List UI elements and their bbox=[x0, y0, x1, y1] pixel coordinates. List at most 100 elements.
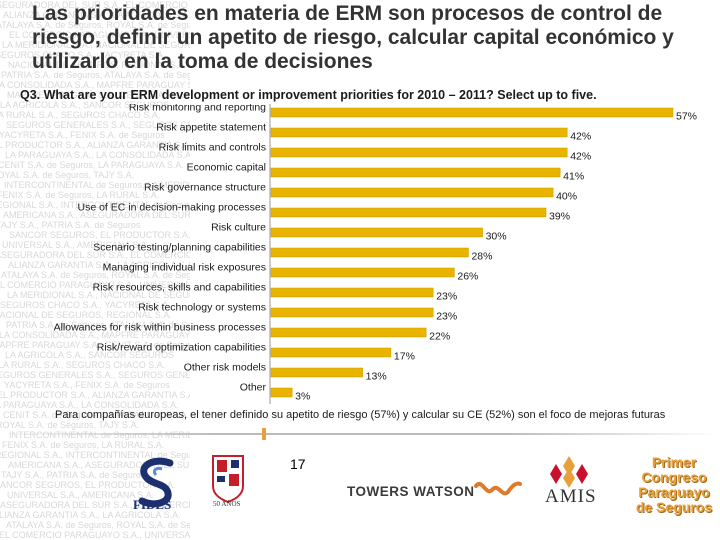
category-label: Economic capital bbox=[187, 162, 266, 174]
background-company-line: LA MERIDIONAL S.A., NACIONAL DE SEGUROS bbox=[7, 290, 190, 300]
background-company-line: ROYAL S.A. de Seguros, TAJY S.A. bbox=[0, 420, 140, 430]
bar bbox=[270, 207, 547, 218]
background-company-line: TAJY S.A., PATRIA S.A. de Seguros bbox=[1, 470, 146, 480]
background-company-line: EL COMERCIO PARAGUAYO S.A., UNIVERSAL S.… bbox=[9, 30, 190, 40]
page-number: 17 bbox=[290, 456, 306, 472]
category-label: Risk limits and controls bbox=[159, 142, 266, 154]
background-company-line: UNIVERSAL S.A., AMERICANA S.A. bbox=[2, 240, 150, 250]
category-label: Risk technology or systems bbox=[138, 302, 266, 314]
value-label: 26% bbox=[457, 271, 478, 283]
background-company-line: FENIX S.A. de Seguros, LA RURAL S.A. bbox=[0, 190, 160, 200]
priorities-bar-chart: Risk monitoring and reporting 57% Risk app… bbox=[54, 104, 697, 404]
bar bbox=[270, 387, 293, 398]
background-company-line: EL PRODUCTOR S.A., ALIANZA GARANTIA S.A. bbox=[0, 140, 190, 150]
background-company-line: LA RURAL S.A., SEGUROS CHACO S.A. bbox=[0, 110, 161, 120]
background-company-line: ATALAYA S.A. de Seguros, ROYAL S.A. de S… bbox=[1, 270, 190, 280]
value-label: 42% bbox=[570, 131, 591, 143]
amis-logo-text: AMIS bbox=[545, 486, 597, 507]
category-label: Scenario testing/planning capabilities bbox=[93, 242, 266, 254]
background-company-line: REGIONAL S.A., INTERCONTINENTAL de Segur… bbox=[0, 200, 190, 210]
background-company-line: ATALAYA S.A. de Seguros, ROYAL S.A. de S… bbox=[6, 520, 190, 530]
background-company-line: LA AGRICOLA S.A., SANCOR SEGUROS bbox=[0, 100, 170, 110]
congreso-line-4: de Seguros bbox=[635, 499, 713, 515]
background-company-line: ALIANZA GARANTIA S.A., LA AGRICOLA S.A. bbox=[8, 260, 190, 270]
background-company-line: REGIONAL S.A., INTERCONTINENTAL de Segur… bbox=[0, 450, 190, 460]
background-company-line: LA AGRICOLA S.A., SANCOR SEGUROS bbox=[5, 350, 175, 360]
background-company-line: SANCOR SEGUROS, EL PRODUCTOR S.A. bbox=[0, 480, 176, 490]
background-company-line: INTERCONTINENTAL de Seguros, LA MERIDION… bbox=[9, 430, 190, 440]
background-company-line: MAPFRE PARAGUAY S.A., CENIT S.A. de Segu… bbox=[7, 90, 190, 100]
category-label: Risk governance structure bbox=[144, 182, 266, 194]
congreso-line-2: Congreso bbox=[641, 469, 707, 485]
background-company-line: PATRIA S.A. de Seguros, ATALAYA S.A. de … bbox=[1, 70, 190, 80]
anniversary-logo-text: 50 AÑOS bbox=[213, 500, 241, 508]
footnote: Para compañías europeas, el tener defini… bbox=[55, 409, 666, 421]
congreso-logo: Primer Congreso Paraguayo de Seguros bbox=[630, 455, 718, 515]
background-company-line: YACYRETA S.A., FENIX S.A. de Seguros bbox=[4, 380, 170, 390]
background-company-line: FENIX S.A. de Seguros, LA RURAL S.A. bbox=[2, 440, 165, 450]
background-company-list: ASEGURADORA DEL SUR S.A., EL COMERCIO PA… bbox=[0, 0, 190, 540]
amis-logo-icon bbox=[550, 456, 588, 488]
background-company-line: NACIONAL DE SEGUROS, REGIONAL S.A. bbox=[0, 310, 172, 320]
background-company-line: EL PRODUCTOR S.A., ALIANZA GARANTIA S.A. bbox=[0, 390, 190, 400]
background-company-line: ATALAYA S.A. de Seguros, ROYAL S.A. de S… bbox=[0, 20, 190, 30]
value-label: 30% bbox=[486, 231, 507, 243]
background-company-line: SEGUROS GENERALES S.A., SEGUROS GENERALE… bbox=[0, 370, 190, 380]
background-company-line: SANCOR SEGUROS, EL PRODUCTOR S.A. bbox=[9, 230, 190, 240]
value-label: 22% bbox=[429, 331, 450, 343]
bar bbox=[270, 247, 469, 258]
bar bbox=[270, 187, 554, 198]
towers-watson-logo-text: TOWERS WATSON bbox=[347, 484, 475, 499]
bar bbox=[270, 107, 674, 118]
background-company-line: ASEGURADORA DEL SUR S.A., EL COMERCIO PA… bbox=[0, 0, 190, 10]
bar bbox=[270, 267, 455, 278]
value-label: 17% bbox=[394, 351, 415, 363]
background-company-line: CENIT S.A. de Seguros, LA PARAGUAYA S.A. bbox=[0, 160, 184, 170]
value-label: 42% bbox=[570, 151, 591, 163]
bar bbox=[270, 147, 568, 158]
category-label: Use of EC in decision-making processes bbox=[78, 202, 267, 214]
value-label: 23% bbox=[436, 311, 457, 323]
value-label: 57% bbox=[676, 111, 697, 123]
category-label: Risk culture bbox=[211, 222, 266, 234]
anniversary-logo bbox=[212, 455, 244, 504]
fides-logo bbox=[138, 457, 174, 508]
category-label: Risk appetite statement bbox=[156, 122, 266, 134]
background-company-line: SEGUROS CHACO S.A., YACYRETA S.A. bbox=[0, 300, 171, 310]
background-company-line: SEGUROS GENERALES S.A., SEGUROS GENERALE… bbox=[6, 120, 190, 130]
background-company-line: EL COMERCIO PARAGUAYO S.A., UNIVERSAL S.… bbox=[0, 530, 190, 540]
category-label: Managing individual risk exposures bbox=[103, 262, 266, 274]
bar bbox=[270, 367, 363, 378]
background-company-line: INTERCONTINENTAL de Seguros, LA MERIDION… bbox=[4, 180, 190, 190]
background-company-line: PATRIA S.A. de Seguros, ATALAYA S.A. de … bbox=[6, 320, 190, 330]
bar bbox=[270, 307, 434, 318]
category-label: Risk monitoring and reporting bbox=[129, 104, 266, 114]
bar bbox=[270, 327, 427, 338]
value-label: 13% bbox=[366, 371, 387, 383]
footer-divider bbox=[0, 433, 720, 435]
value-label: 40% bbox=[556, 191, 577, 203]
value-label: 39% bbox=[549, 211, 570, 223]
congreso-line-1: Primer bbox=[651, 454, 697, 470]
background-company-line: AMERICANA S.A., ASEGURADORA DEL SUR S.A. bbox=[3, 210, 190, 220]
category-label: Other bbox=[240, 382, 267, 394]
background-company-line: ALIANZA GARANTIA S.A., LA AGRICOLA S.A. bbox=[3, 10, 190, 20]
category-label: Other risk models bbox=[184, 362, 266, 374]
background-company-line: ASEGURADORA DEL SUR S.A., EL COMERCIO PA… bbox=[0, 500, 190, 510]
category-label: Risk resources, skills and capabilities bbox=[93, 282, 266, 294]
background-company-line: ASEGURADORA DEL SUR S.A., EL COMERCIO PA… bbox=[0, 250, 190, 260]
background-company-line: LA RURAL S.A., SEGUROS CHACO S.A. bbox=[0, 360, 166, 370]
towers-watson-mark-icon bbox=[474, 481, 522, 496]
value-label: 3% bbox=[295, 391, 310, 403]
value-label: 41% bbox=[563, 171, 584, 183]
background-company-line: ROYAL S.A. de Seguros, TAJY S.A. bbox=[0, 170, 135, 180]
category-label: Risk/reward optimization capabilities bbox=[97, 342, 266, 354]
background-company-line: SEGUROS CHACO S.A., YACYRETA S.A. bbox=[0, 50, 166, 60]
background-company-line: EL COMERCIO PARAGUAYO S.A., UNIVERSAL S.… bbox=[0, 280, 190, 290]
background-company-line: TAJY S.A., PATRIA S.A. de Seguros bbox=[0, 220, 141, 230]
bar bbox=[270, 167, 561, 178]
background-company-line: LA PARAGUAYA S.A., LA CONSOLIDADA S.A. bbox=[5, 150, 190, 160]
background-company-line: LA PARAGUAYA S.A., LA CONSOLIDADA S.A. bbox=[0, 400, 179, 410]
background-company-line: ALIANZA GARANTIA S.A., LA AGRICOLA S.A. bbox=[0, 510, 181, 520]
congreso-line-3: Paraguayo bbox=[638, 484, 710, 500]
